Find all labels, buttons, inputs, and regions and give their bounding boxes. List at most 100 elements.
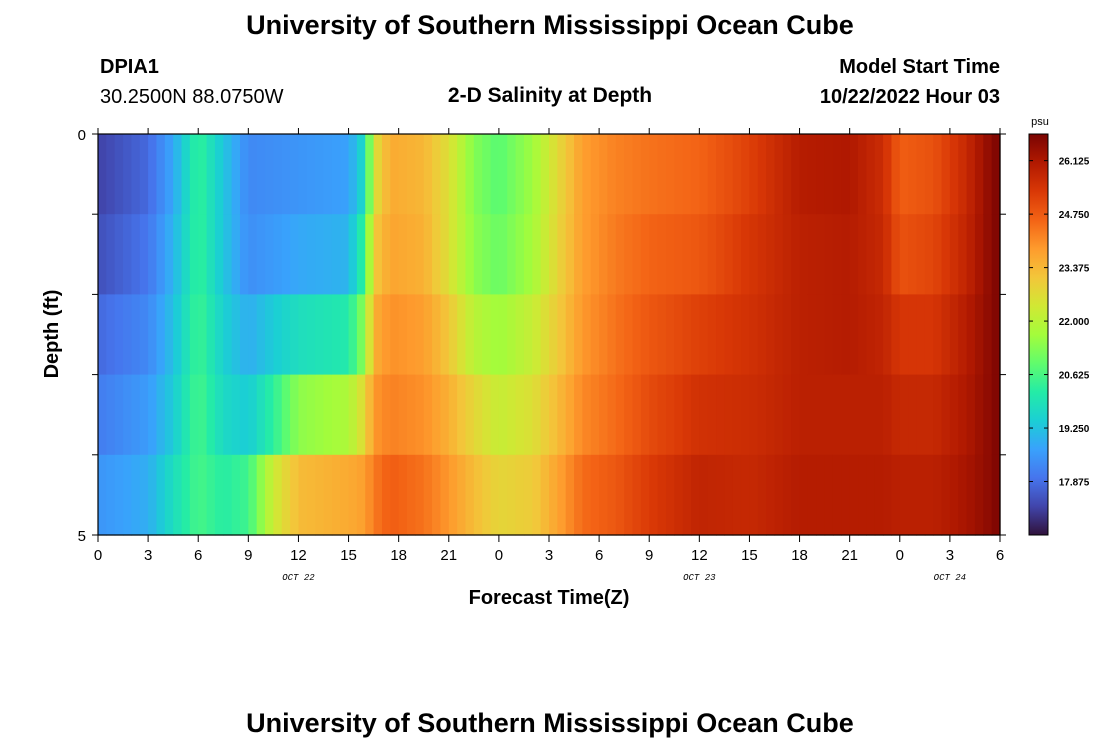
heatmap-cell (974, 214, 984, 295)
heatmap-cell (949, 374, 959, 456)
heatmap-cell (256, 294, 266, 376)
heatmap-cell (690, 294, 700, 376)
heatmap-cell (716, 294, 725, 376)
heatmap-cell (774, 214, 784, 295)
heatmap-cell (883, 294, 893, 376)
heatmap-cell (757, 294, 767, 376)
heatmap-cell (231, 454, 241, 536)
y-axis: 05 (78, 127, 1006, 545)
heatmap-cell (315, 294, 325, 376)
heatmap-cell (590, 374, 600, 456)
heatmap-cell (832, 294, 842, 376)
heatmap-cell (281, 374, 291, 456)
heatmap-cell (899, 454, 909, 536)
heatmap-cell (607, 134, 617, 215)
heatmap-cell (106, 214, 116, 295)
heatmap-cell (148, 294, 158, 376)
heatmap-cell (139, 294, 149, 376)
heatmap-cell (273, 294, 283, 376)
heatmap-cell (858, 294, 867, 376)
heatmap-cell (465, 134, 475, 215)
date-label: OCT 24 (934, 573, 966, 583)
heatmap-cell (214, 374, 224, 456)
heatmap-cell (858, 214, 867, 295)
heatmap-cell (674, 374, 684, 456)
heatmap-cell (774, 374, 784, 456)
heatmap-cell (515, 454, 525, 536)
heatmap-cell (365, 294, 375, 376)
heatmap-cell (674, 294, 684, 376)
heatmap-cell (515, 374, 525, 456)
heatmap-cell (290, 214, 300, 295)
heatmap-cell (139, 454, 149, 536)
heatmap-cell (866, 454, 876, 536)
heatmap-cell (832, 374, 842, 456)
heatmap-cell (198, 134, 208, 215)
heatmap-cell (106, 454, 116, 536)
heatmap-cell (941, 374, 951, 456)
heatmap-cell (924, 374, 934, 456)
heatmap-cell (106, 134, 116, 215)
heatmap-cell (615, 454, 625, 536)
heatmap-cell (273, 214, 283, 295)
heatmap-cell (189, 294, 199, 376)
x-tick-label: 6 (194, 547, 202, 564)
heatmap-cell (256, 454, 266, 536)
heatmap-cell (824, 134, 834, 215)
heatmap-cell (799, 134, 809, 215)
heatmap-cell (365, 214, 375, 295)
heatmap-cell (139, 374, 149, 456)
heatmap-cell (148, 374, 158, 456)
heatmap-cell (457, 294, 467, 376)
heatmap-cell (716, 454, 725, 536)
heatmap-cell (966, 454, 976, 536)
heatmap-cell (774, 294, 784, 376)
heatmap-cell (732, 294, 742, 376)
x-tick-label: 21 (440, 547, 457, 564)
model-start-label: Model Start Time (839, 56, 1000, 78)
heatmap-cell (941, 134, 951, 215)
heatmap-cell (198, 374, 208, 456)
heatmap-cell (482, 134, 492, 215)
heatmap-cell (841, 374, 851, 456)
heatmap-cell (816, 294, 826, 376)
heatmap-cell (599, 134, 609, 215)
heatmap-cell (331, 374, 341, 456)
x-axis-label: Forecast Time(Z) (469, 587, 630, 609)
heatmap-cell (891, 134, 901, 215)
heatmap-cell (832, 134, 842, 215)
heatmap-cell (331, 294, 341, 376)
heatmap-cell (557, 134, 567, 215)
heatmap-cell (198, 454, 208, 536)
heatmap-cell (599, 454, 609, 536)
station-id: DPIA1 (100, 56, 159, 78)
heatmap-cell (181, 374, 191, 456)
heatmap-cell (607, 294, 617, 376)
heatmap-cell (373, 454, 383, 536)
heatmap-cell (498, 214, 508, 295)
x-tick-label: 12 (691, 547, 708, 564)
heatmap-cell (331, 214, 341, 295)
heatmap-cell (540, 214, 550, 295)
heatmap-cell (457, 374, 467, 456)
heatmap-cell (782, 454, 792, 536)
heatmap-cell (574, 134, 584, 215)
heatmap-cell (114, 214, 124, 295)
heatmap-cell (98, 134, 107, 215)
heatmap-cell (515, 294, 525, 376)
heatmap-cell (891, 454, 901, 536)
heatmap-cell (507, 134, 517, 215)
heatmap-cell (498, 374, 508, 456)
heatmap-cell (624, 374, 634, 456)
y-tick-label: 0 (78, 127, 86, 144)
heatmap-cell (331, 454, 341, 536)
heatmap-cell (381, 214, 391, 295)
heatmap-cell (423, 134, 433, 215)
heatmap-cell (624, 454, 634, 536)
heatmap-cell (348, 454, 358, 536)
heatmap-cell (649, 134, 659, 215)
heatmap-cell (782, 374, 792, 456)
heatmap-cell (757, 374, 767, 456)
heatmap-cell (849, 374, 859, 456)
colorbar-ticks: 26.125 24.750 23.375 22.000 20.625 19.250 17.8… (1029, 157, 1090, 489)
